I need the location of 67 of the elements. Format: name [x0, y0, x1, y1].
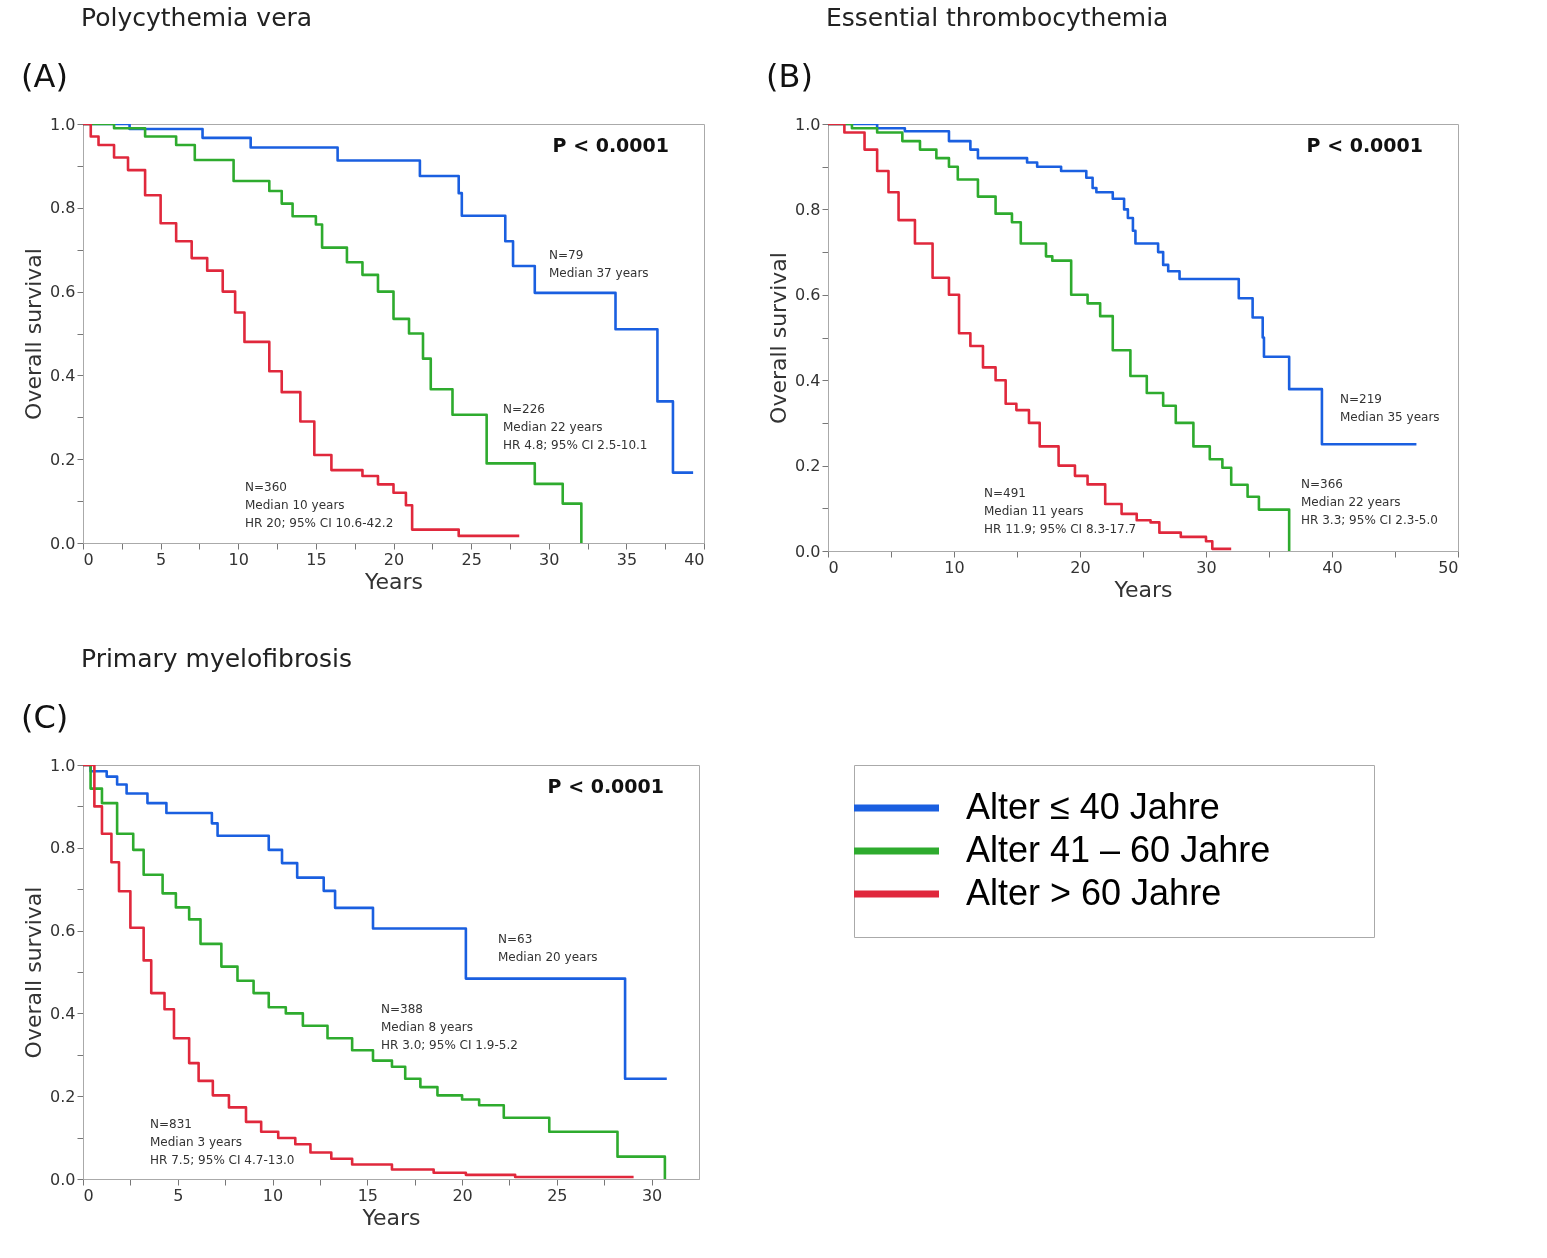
x-tick-label: 20	[383, 549, 405, 569]
x-tick-label: 30	[539, 549, 560, 569]
y-tick-label: 0.0	[50, 533, 76, 553]
y-tick-label: 0.2	[795, 456, 821, 476]
y-tick-label: 1.0	[50, 755, 76, 775]
x-tick-label: 0	[83, 1185, 94, 1205]
x-tick-label: 5	[173, 1185, 184, 1205]
text: (A)	[21, 57, 68, 95]
x-tick-label: 0	[83, 549, 94, 569]
y-tick-label: 1.0	[50, 114, 76, 134]
annotation: P < 0.0001	[552, 134, 669, 156]
annotation: N=360 Median 10 years HR 20; 95% CI 10.6-42.2	[245, 480, 394, 530]
y-tick-label: 0.6	[50, 921, 76, 941]
y-axis-title: Overall survival	[21, 248, 47, 420]
annotation: N=63 Median 20 years	[498, 932, 598, 964]
legend-label: Alter ≤ 40 Jahre	[966, 786, 1220, 827]
y-tick-label: 0.2	[50, 449, 76, 469]
text: (C)	[21, 698, 69, 736]
x-tick-label: 0	[828, 557, 839, 577]
annotation: N=226 Median 22 years HR 4.8; 95% CI 2.5-10.1	[503, 402, 648, 452]
y-tick-label: 1.0	[795, 114, 821, 134]
annotation: N=491 Median 11 years HR 11.9; 95% CI 8.3-17.7	[984, 486, 1137, 536]
y-tick-label: 0.6	[795, 285, 821, 305]
x-tick-label: 50	[1438, 557, 1459, 577]
y-tick-label: 0.8	[795, 199, 821, 219]
x-tick-label: 15	[306, 549, 327, 569]
y-tick-label: 0.0	[795, 541, 821, 561]
y-tick-label: 0.6	[50, 282, 76, 302]
annotation: N=219 Median 35 years	[1340, 392, 1440, 424]
x-tick-label: 30	[641, 1185, 663, 1205]
text: (B)	[766, 57, 813, 95]
x-tick-label: 15	[357, 1185, 378, 1205]
x-tick-label: 5	[156, 549, 167, 569]
chart-title: Polycythemia vera	[81, 3, 313, 32]
y-tick-label: 0.2	[50, 1086, 76, 1106]
y-axis-title: Overall survival	[766, 252, 792, 424]
chart-title: Primary myelofibrosis	[81, 644, 352, 673]
y-tick-label: 0.4	[795, 370, 821, 390]
x-tick-label: 35	[616, 549, 638, 569]
y-tick-label: 0.8	[50, 838, 76, 858]
x-tick-label: 10	[262, 1185, 284, 1205]
y-tick-label: 0.4	[50, 1003, 76, 1023]
x-axis-title: Years	[363, 568, 424, 594]
annotation: N=79 Median 37 years	[549, 248, 649, 280]
chart-title: Essential thrombocythemia	[826, 3, 1169, 32]
x-tick-label: 40	[1322, 557, 1343, 577]
y-tick-label: 0.4	[50, 365, 76, 385]
x-tick-label: 10	[944, 557, 965, 577]
annotation: N=388 Median 8 years HR 3.0; 95% CI 1.9-5.2	[381, 1002, 518, 1052]
annotation: N=366 Median 22 years HR 3.3; 95% CI 2.3-5.0	[1301, 477, 1438, 527]
x-tick-label: 10	[228, 549, 249, 569]
annotation: P < 0.0001	[1306, 134, 1423, 156]
legend-label: Alter > 60 Jahre	[966, 872, 1222, 913]
x-tick-label: 30	[1196, 557, 1217, 577]
y-tick-label: 0.8	[50, 198, 76, 218]
x-tick-label: 20	[1070, 557, 1091, 577]
x-tick-label: 20	[452, 1185, 473, 1205]
x-tick-label: 25	[547, 1185, 568, 1205]
y-axis-title: Overall survival	[21, 886, 47, 1059]
y-tick-label: 0.0	[50, 1169, 76, 1189]
x-axis-title: Years	[1113, 576, 1173, 602]
annotation: P < 0.0001	[547, 775, 664, 797]
legend-label: Alter 41 – 60 Jahre	[966, 829, 1271, 870]
x-tick-label: 40	[684, 549, 705, 569]
annotation: N=831 Median 3 years HR 7.5; 95% CI 4.7-13.0	[150, 1117, 295, 1167]
x-tick-label: 25	[461, 549, 482, 569]
x-axis-title: Years	[361, 1204, 421, 1230]
